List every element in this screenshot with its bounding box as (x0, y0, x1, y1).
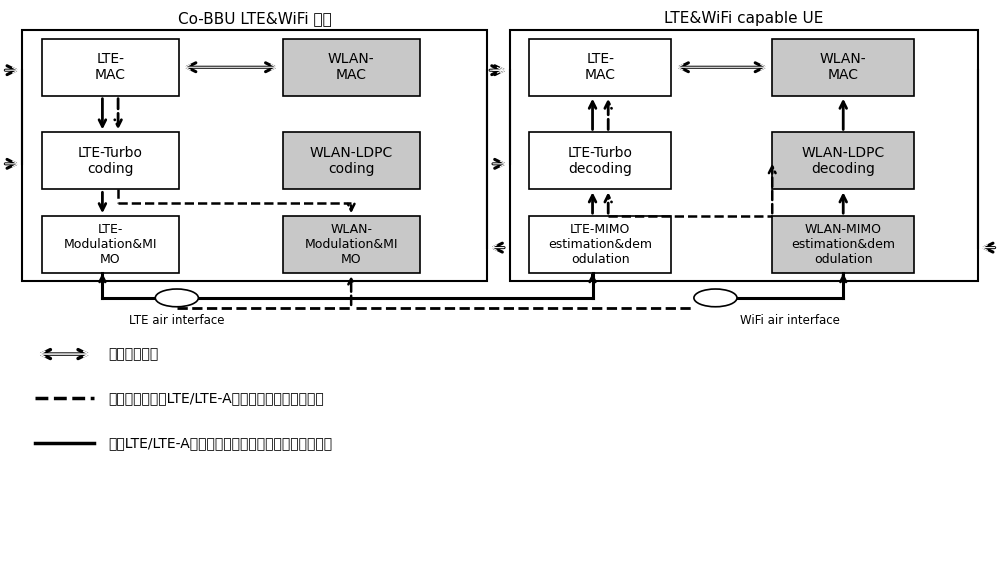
Bar (772, 132, 914, 190)
Bar (772, 39, 914, 96)
Bar (510, 30, 978, 281)
Bar (772, 216, 914, 273)
Bar (283, 39, 420, 96)
Bar (529, 39, 671, 96)
Text: Co-BBU LTE&WiFi 基站: Co-BBU LTE&WiFi 基站 (178, 12, 332, 27)
Ellipse shape (155, 289, 198, 307)
Text: LTE-MIMO
estimation&dem
odulation: LTE-MIMO estimation&dem odulation (548, 223, 652, 266)
Bar (42, 39, 179, 96)
Text: LTE-
MAC: LTE- MAC (585, 52, 616, 82)
Text: WiFi air interface: WiFi air interface (740, 314, 840, 327)
Text: LTE-
MAC: LTE- MAC (95, 52, 126, 82)
Text: LTE&WiFi capable UE: LTE&WiFi capable UE (664, 12, 824, 27)
Text: 当前LTE/LTE-A协议所定义的单播业务数据流处理路径: 当前LTE/LTE-A协议所定义的单播业务数据流处理路径 (108, 436, 332, 450)
Text: 本发明所提出的LTE/LTE-A单播业务数据流处理路径: 本发明所提出的LTE/LTE-A单播业务数据流处理路径 (108, 392, 324, 405)
Text: 控制信息接口: 控制信息接口 (108, 347, 159, 361)
Text: WLAN-MIMO
estimation&dem
odulation: WLAN-MIMO estimation&dem odulation (791, 223, 895, 266)
Bar (529, 216, 671, 273)
Text: WLAN-
Modulation&MI
MO: WLAN- Modulation&MI MO (304, 223, 398, 266)
Text: WLAN-LDPC
coding: WLAN-LDPC coding (310, 146, 393, 176)
Text: WLAN-LDPC
decoding: WLAN-LDPC decoding (802, 146, 885, 176)
Bar (42, 216, 179, 273)
Bar (283, 132, 420, 190)
Text: LTE-
Modulation&MI
MO: LTE- Modulation&MI MO (64, 223, 157, 266)
Bar (283, 216, 420, 273)
Ellipse shape (694, 289, 737, 307)
Text: LTE-Turbo
coding: LTE-Turbo coding (78, 146, 143, 176)
Text: LTE-Turbo
decoding: LTE-Turbo decoding (568, 146, 633, 176)
Bar (42, 132, 179, 190)
Text: WLAN-
MAC: WLAN- MAC (328, 52, 374, 82)
Bar (529, 132, 671, 190)
Text: LTE air interface: LTE air interface (129, 314, 225, 327)
Bar (22, 30, 487, 281)
Text: WLAN-
MAC: WLAN- MAC (820, 52, 867, 82)
